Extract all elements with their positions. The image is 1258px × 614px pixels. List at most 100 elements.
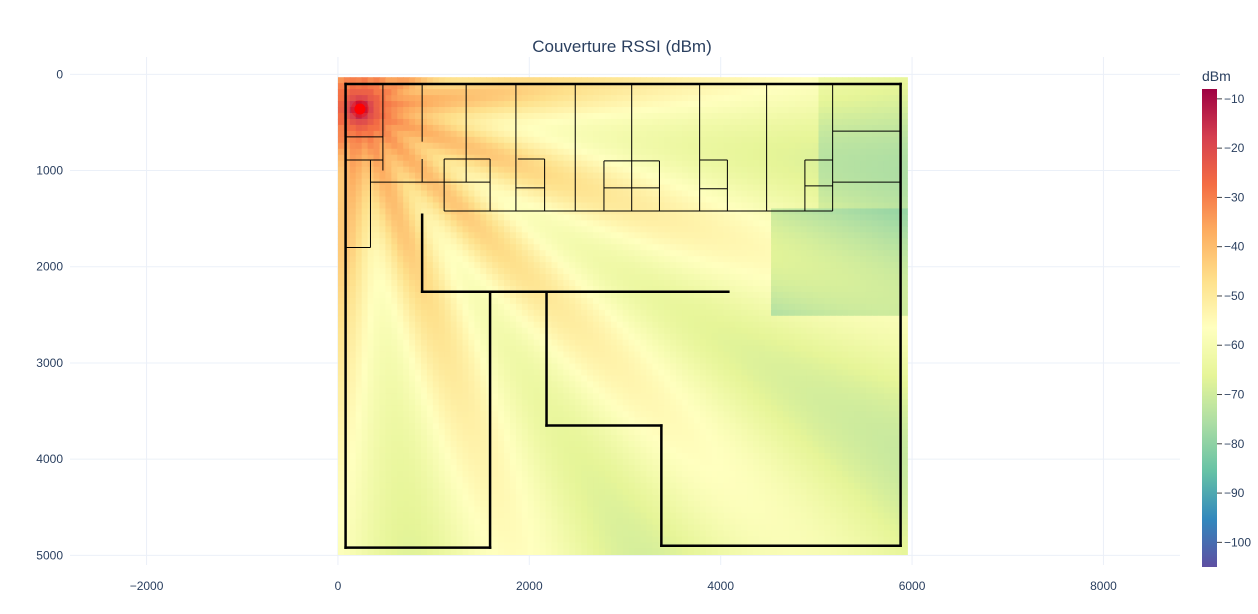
heatmap-cell: [622, 280, 630, 287]
heatmap-cell: [593, 274, 600, 281]
heatmap-cell: [456, 226, 464, 233]
heatmap-cell: [480, 297, 487, 305]
heatmap-cell: [687, 303, 695, 311]
heatmap-cell: [498, 220, 505, 227]
heatmap-cell: [699, 190, 707, 198]
heatmap-cell: [640, 327, 648, 335]
heatmap-cell: [753, 190, 760, 198]
heatmap-cell: [895, 309, 903, 317]
heatmap-cell: [551, 160, 559, 168]
heatmap-cell: [587, 196, 594, 204]
heatmap-cell: [373, 160, 381, 168]
heatmap-cell: [658, 77, 665, 84]
heatmap-cell: [432, 381, 440, 388]
heatmap-cell: [693, 101, 701, 108]
heatmap-cell: [598, 208, 606, 216]
heatmap-cell: [871, 107, 879, 114]
heatmap-cell: [385, 280, 392, 287]
heatmap-cell: [474, 101, 481, 108]
heatmap-cell: [468, 77, 475, 84]
heatmap-cell: [438, 244, 446, 251]
heatmap-cell: [438, 184, 446, 192]
heatmap-cell: [664, 250, 671, 257]
heatmap-cell: [765, 124, 772, 132]
heatmap-cell: [687, 95, 695, 102]
heatmap-cell: [794, 196, 802, 204]
heatmap-cell: [818, 381, 826, 388]
heatmap-cell: [373, 196, 381, 204]
heatmap-cell: [474, 280, 481, 287]
heatmap-cell: [771, 375, 778, 383]
heatmap-cell: [415, 130, 422, 138]
heatmap-cell: [587, 107, 594, 114]
heatmap-cell: [593, 142, 600, 150]
heatmap-cell: [480, 381, 487, 388]
heatmap-cell: [794, 112, 802, 120]
heatmap-cell: [415, 202, 422, 210]
heatmap-cell: [640, 268, 648, 275]
heatmap-cell: [682, 351, 689, 359]
heatmap-cell: [735, 291, 742, 299]
heatmap-cell: [830, 280, 837, 287]
heatmap-cell: [432, 339, 440, 347]
heatmap-cell: [901, 250, 908, 257]
heatmap-cell: [498, 89, 505, 96]
heatmap-cell: [670, 190, 677, 198]
heatmap-cell: [776, 178, 784, 186]
heatmap-cell: [504, 303, 511, 311]
heatmap-cell: [877, 274, 885, 281]
heatmap-cell: [865, 89, 873, 96]
heatmap-cell: [397, 172, 404, 180]
heatmap-cell: [883, 148, 891, 156]
heatmap-cell: [509, 285, 517, 293]
heatmap-cell: [895, 345, 903, 353]
heatmap-cell: [385, 136, 392, 144]
heatmap-cell: [575, 339, 582, 347]
heatmap-cell: [771, 196, 778, 204]
heatmap-cell: [397, 89, 404, 96]
heatmap-cell: [741, 226, 748, 233]
heatmap-cell: [735, 351, 742, 359]
heatmap-cell: [759, 262, 766, 269]
heatmap-cell: [498, 357, 505, 365]
heatmap-cell: [818, 190, 826, 198]
heatmap-cell: [468, 148, 475, 156]
heatmap-cell: [438, 345, 446, 353]
heatmap-cell: [337, 154, 345, 162]
heatmap-cell: [426, 214, 434, 221]
heatmap-cell: [409, 101, 416, 108]
heatmap-cell: [563, 178, 570, 186]
heatmap-cell: [628, 77, 636, 84]
heatmap-cell: [646, 89, 653, 96]
heatmap-cell: [788, 112, 796, 120]
heatmap-cell: [509, 327, 517, 335]
heatmap-cell: [776, 220, 784, 227]
heatmap-cell: [480, 351, 487, 359]
heatmap-cell: [860, 244, 867, 251]
heatmap-cell: [581, 148, 588, 156]
heatmap-cell: [610, 381, 618, 388]
heatmap-cell: [397, 136, 404, 144]
heatmap-cell: [480, 154, 487, 162]
heatmap-cell: [581, 136, 588, 144]
heatmap-cell: [426, 226, 434, 233]
heatmap-cell: [563, 274, 570, 281]
heatmap-cell: [848, 220, 855, 227]
heatmap-cell: [741, 351, 748, 359]
heatmap-cell: [361, 280, 369, 287]
heatmap-cell: [450, 327, 458, 335]
heatmap-cell: [337, 202, 345, 210]
heatmap-cell: [616, 369, 624, 377]
heatmap-cell: [901, 166, 908, 174]
heatmap-cell: [563, 83, 570, 90]
heatmap-cell: [800, 363, 808, 371]
heatmap-cell: [693, 142, 701, 150]
heatmap-cell: [456, 166, 464, 174]
heatmap-cell: [409, 118, 416, 126]
heatmap-cell: [361, 130, 369, 138]
heatmap-cell: [824, 226, 831, 233]
heatmap-cell: [343, 226, 351, 233]
heatmap-cell: [391, 232, 398, 239]
heatmap-cell: [521, 220, 529, 227]
heatmap-cell: [539, 172, 547, 180]
